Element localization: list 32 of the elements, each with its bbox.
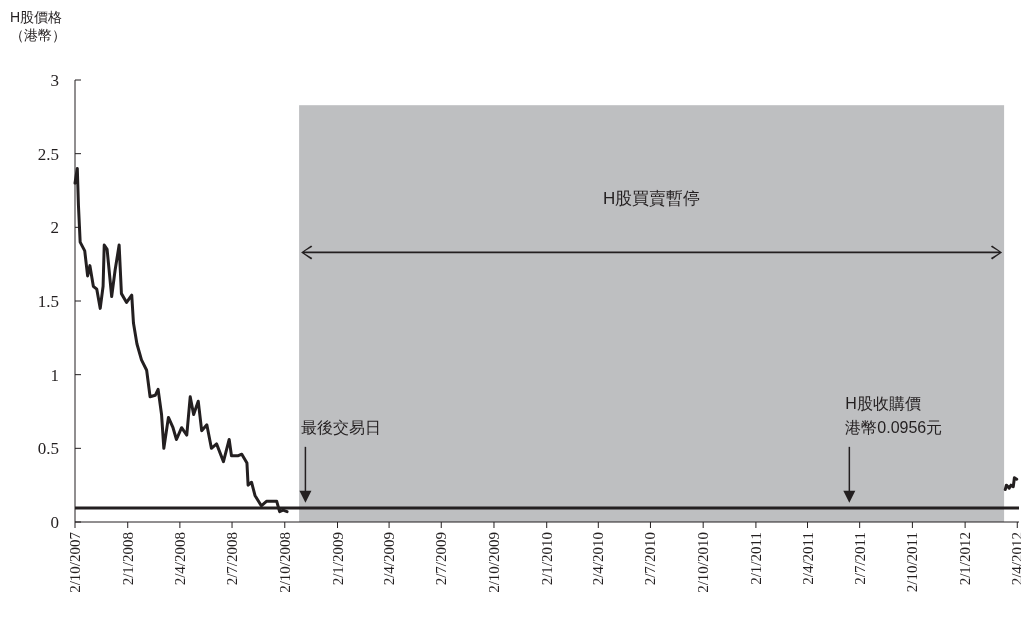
x-tick-label: 2/10/2009 — [485, 532, 502, 593]
y-axis-title: H股價格（港幣） — [10, 9, 66, 43]
x-tick-label: 2/1/2010 — [538, 532, 555, 586]
y-tick-label: 1 — [50, 365, 59, 385]
y-tick-label: 0 — [50, 513, 59, 532]
band-label: H股買賣暫停 — [602, 188, 701, 208]
x-tick-label: 2/10/2011 — [904, 532, 921, 593]
x-tick-label: 2/4/2009 — [381, 532, 398, 586]
y-tick-label: 3 — [50, 71, 59, 90]
x-tick-label: 2/10/2008 — [276, 532, 293, 593]
y-tick-label: 0.5 — [37, 439, 59, 459]
x-tick-label: 2/1/2009 — [329, 532, 346, 586]
x-tick-label: 2/10/2010 — [695, 532, 712, 593]
y-tick-label: 2 — [50, 218, 59, 238]
x-tick-label: 2/1/2008 — [119, 532, 136, 586]
annotation: 港幣0.0956元 — [845, 418, 943, 436]
annotation: 最後交易日 — [301, 418, 382, 436]
x-tick-label: 2/7/2008 — [224, 532, 241, 586]
x-tick-label: 2/7/2010 — [642, 532, 659, 586]
x-tick-label: 2/1/2012 — [957, 532, 974, 586]
x-tick-label: 2/4/2010 — [590, 532, 607, 586]
y-tick-label: 1.5 — [37, 292, 59, 311]
x-tick-label: 2/7/2009 — [433, 532, 450, 586]
annotation: 最後交易日 — [299, 418, 382, 503]
x-tick-label: 2/7/2011 — [851, 532, 868, 585]
annotation: H股收購價 港幣0.0956元 — [843, 394, 943, 503]
y-tick-label: 2.5 — [37, 144, 59, 164]
x-tick-label: 2/10/2007 — [67, 531, 83, 593]
x-tick-label: 2/1/2011 — [747, 532, 764, 585]
x-tick-label: 2/4/2008 — [171, 532, 188, 586]
x-tick-label: 2/4/2011 — [799, 532, 816, 585]
annotation: H股收購價 — [845, 394, 921, 412]
